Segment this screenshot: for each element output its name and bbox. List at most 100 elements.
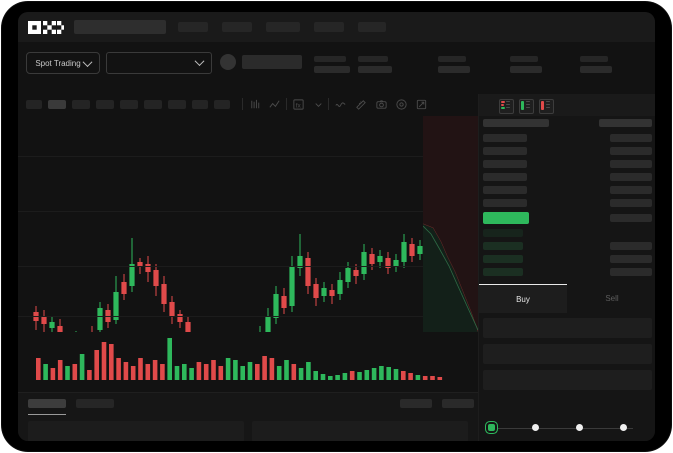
timeframe-4[interactable] — [96, 100, 114, 109]
market-stat-3 — [438, 56, 470, 73]
orderbook-col-header-price — [483, 119, 549, 127]
market-type-dropdown[interactable]: Spot Trading — [26, 52, 100, 74]
orderbook-rows[interactable] — [479, 116, 655, 284]
orders-placeholder-left — [28, 421, 244, 441]
line-chart-icon[interactable] — [268, 98, 281, 111]
candlestick-chart-icon[interactable] — [249, 98, 262, 111]
orderbook-col-header-size — [599, 119, 652, 127]
tab-buy[interactable]: Buy — [479, 284, 567, 313]
orders-placeholder-right — [252, 421, 468, 441]
order-field-price[interactable] — [483, 318, 652, 338]
orders-tab-active-indicator — [28, 414, 66, 415]
top-navigation-bar — [18, 12, 655, 42]
nav-item-3[interactable] — [266, 22, 300, 32]
orderbook-ask-row[interactable] — [483, 134, 527, 142]
pair-coin-avatar — [220, 54, 236, 70]
chart-gridline — [18, 266, 478, 267]
market-type-label: Spot Trading — [35, 58, 81, 68]
orderbook-ask-size — [610, 199, 652, 207]
orderbook-bid-row[interactable] — [483, 255, 523, 263]
stepper-node-4[interactable] — [620, 424, 627, 431]
orderbook-bid-size — [610, 242, 652, 250]
orderbook-bid-row[interactable] — [483, 229, 523, 237]
orderbook-mode-asks-icon[interactable] — [539, 99, 554, 114]
indicators-icon[interactable]: fx — [292, 98, 305, 111]
orderbook-bid-size — [610, 255, 652, 263]
orderbook-ask-row[interactable] — [483, 160, 527, 168]
orderbook-mode-bids-icon[interactable] — [519, 99, 534, 114]
candlestick-series — [33, 234, 439, 332]
amount-percentage-stepper[interactable] — [479, 416, 655, 441]
price-chart[interactable] — [18, 116, 478, 332]
timeframe-2[interactable] — [48, 100, 66, 109]
orderbook-ask-row[interactable] — [483, 199, 527, 207]
orderbook-trade-panel: Buy Sell — [478, 94, 655, 441]
orderbook-ask-size — [610, 147, 652, 155]
trading-pair-select[interactable] — [106, 52, 212, 74]
market-depth-overlay — [423, 116, 478, 332]
okx-logo[interactable] — [28, 21, 64, 34]
market-stat-2 — [358, 56, 392, 73]
nav-item-2[interactable] — [222, 22, 252, 32]
orders-tab-history[interactable] — [76, 399, 114, 408]
orderbook-ask-size — [610, 160, 652, 168]
orderbook-bid-size — [610, 268, 652, 276]
volume-series — [36, 338, 443, 380]
measure-ruler-icon[interactable] — [354, 98, 367, 111]
chevron-down-icon — [194, 56, 205, 67]
orders-action-2[interactable] — [442, 399, 474, 408]
market-stat-4 — [510, 56, 542, 73]
market-stat-5 — [580, 56, 612, 73]
order-field-amount[interactable] — [483, 344, 652, 364]
chart-gridline — [18, 211, 478, 212]
stepper-node-3[interactable] — [576, 424, 583, 431]
nav-item-1[interactable] — [178, 22, 208, 32]
timeframe-6[interactable] — [144, 100, 162, 109]
timeframe-8[interactable] — [192, 100, 208, 109]
orderbook-spread-highlight — [483, 212, 529, 224]
camera-snapshot-icon[interactable] — [375, 98, 388, 111]
orderbook-ask-size — [610, 186, 652, 194]
chart-toolbar: fx — [18, 94, 478, 117]
global-search-input[interactable] — [74, 20, 166, 34]
orderbook-header — [479, 94, 655, 116]
volume-chart — [18, 332, 478, 392]
orderbook-spread-size — [610, 214, 652, 222]
trend-line-icon[interactable] — [334, 98, 347, 111]
orderbook-mode-both-icon[interactable] — [499, 99, 514, 114]
orderbook-ask-row[interactable] — [483, 173, 527, 181]
orderbook-ask-row[interactable] — [483, 147, 527, 155]
nav-item-4[interactable] — [314, 22, 344, 32]
orderbook-ask-row[interactable] — [483, 186, 527, 194]
order-form-tabs: Buy Sell — [479, 284, 655, 313]
orderbook-bid-row[interactable] — [483, 268, 523, 276]
stepper-node-2[interactable] — [532, 424, 539, 431]
screen: Spot Trading — [18, 12, 655, 441]
stepper-node-1[interactable] — [488, 424, 495, 431]
orderbook-ask-size — [610, 173, 652, 181]
chevron-down-icon — [82, 56, 93, 67]
market-stat-1 — [314, 56, 350, 73]
chart-settings-icon[interactable] — [395, 98, 408, 111]
orders-action-1[interactable] — [400, 399, 432, 408]
chart-gridline — [18, 156, 478, 157]
timeframe-9[interactable] — [214, 100, 230, 109]
pair-name-label — [242, 55, 302, 69]
tab-sell[interactable]: Sell — [605, 293, 619, 303]
orders-tab-open[interactable] — [28, 399, 66, 408]
orderbook-ask-size — [610, 134, 652, 142]
orders-panel — [18, 392, 478, 441]
nav-item-5[interactable] — [358, 22, 386, 32]
orderbook-bid-row[interactable] — [483, 242, 523, 250]
fullscreen-icon[interactable] — [415, 98, 428, 111]
timeframe-7[interactable] — [168, 100, 186, 109]
chart-gridline — [18, 316, 478, 317]
chart-type-dropdown-icon[interactable] — [312, 98, 325, 111]
market-sub-header: Spot Trading — [18, 42, 655, 94]
timeframe-1[interactable] — [26, 100, 42, 109]
order-field-total[interactable] — [483, 370, 652, 390]
timeframe-5[interactable] — [120, 100, 138, 109]
timeframe-3[interactable] — [72, 100, 90, 109]
stepper-track — [491, 428, 633, 429]
